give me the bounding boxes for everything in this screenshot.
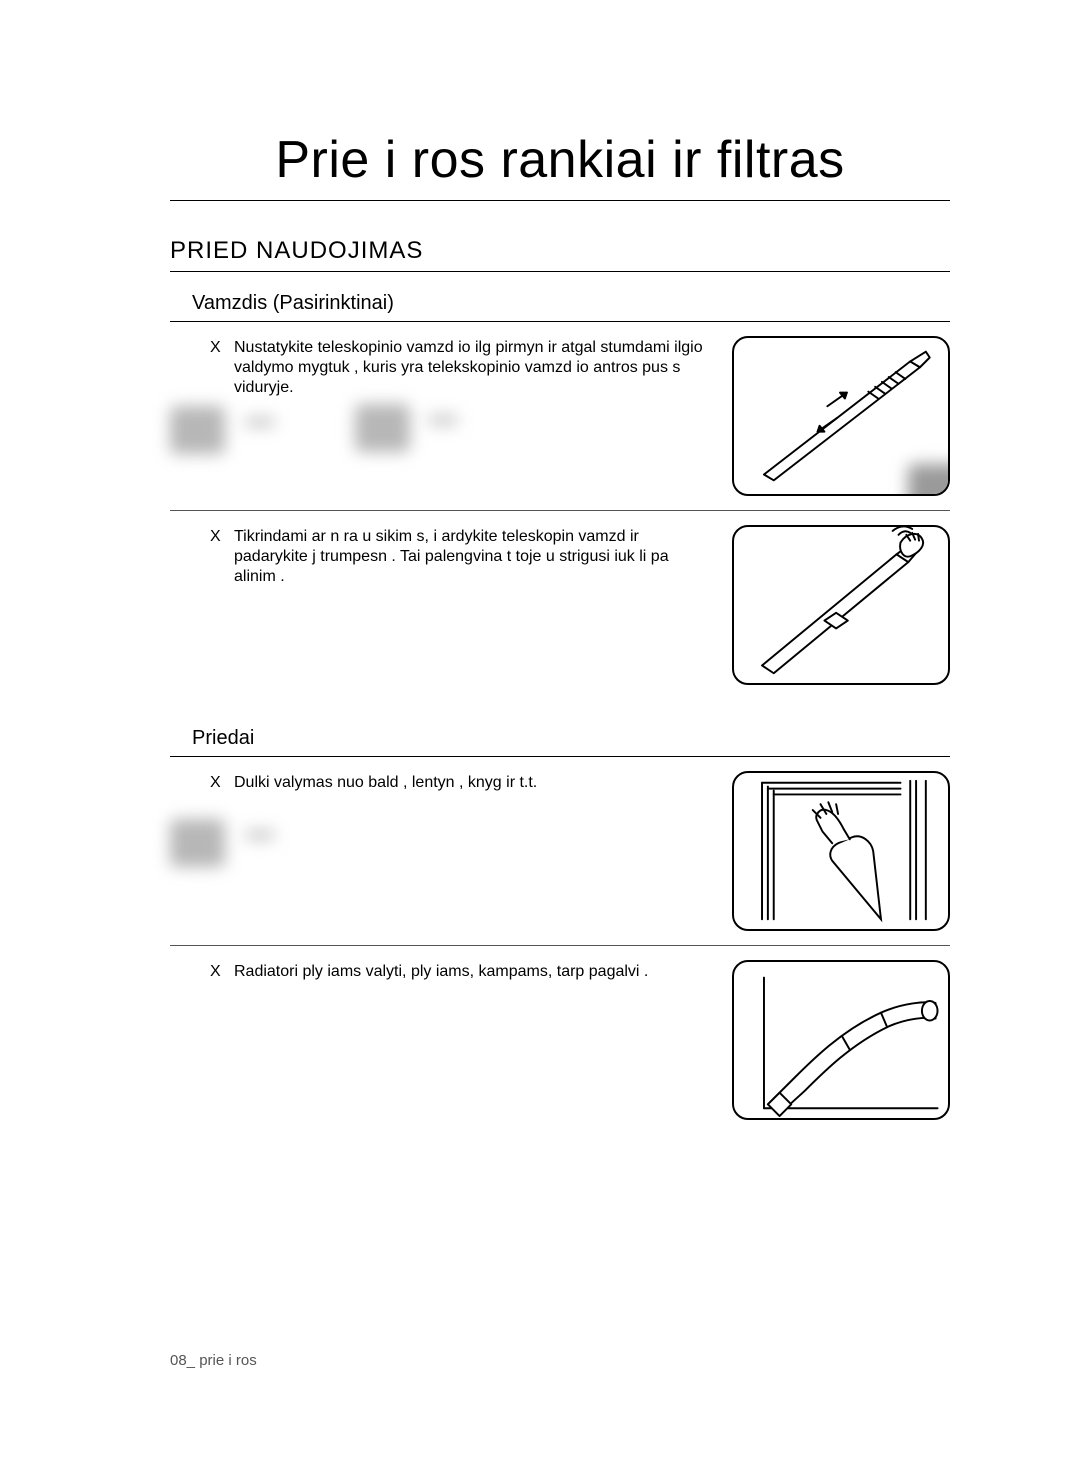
- diagram-3: [732, 771, 950, 931]
- bullet-mark: X: [210, 338, 224, 398]
- section1-row2: X Tikrindami ar n ra u sikim s, i ardyki…: [170, 525, 950, 699]
- section2-row1: X Dulki valymas nuo bald , lentyn , knyg…: [170, 771, 950, 946]
- dusting-brush-icon: [732, 771, 950, 931]
- bullet-mark: X: [210, 527, 224, 587]
- page: Prie i ros rankiai ir filtras PRIED NAUD…: [0, 0, 1080, 1479]
- section1-row2-text: X Tikrindami ar n ra u sikim s, i ardyki…: [210, 525, 714, 587]
- redaction-box: [170, 406, 225, 454]
- section2-row1-text: X Dulki valymas nuo bald , lentyn , knyg…: [210, 771, 714, 793]
- telescopic-pipe-adjust-icon: [732, 336, 950, 496]
- bullet-mark: X: [210, 773, 224, 793]
- page-title: Prie i ros rankiai ir filtras: [170, 130, 950, 201]
- page-subtitle: PRIED NAUDOJIMAS: [170, 237, 950, 272]
- diagram-4: [732, 960, 950, 1120]
- redaction-box: [245, 418, 275, 426]
- section1-row1-text: X Nustatykite teleskopinio vamzd io ilg …: [210, 336, 714, 398]
- redaction-box: [170, 819, 225, 867]
- section1-item2-body: Tikrindami ar n ra u sikim s, i ardykite…: [234, 527, 714, 587]
- section2-label: Priedai: [170, 727, 950, 757]
- section2-row2: X Radiatori ply iams valyti, ply iams, k…: [170, 960, 950, 1134]
- crevice-tool-icon: [732, 960, 950, 1120]
- bullet-mark: X: [210, 962, 224, 982]
- section1-item1-body: Nustatykite teleskopinio vamzd io ilg pi…: [234, 338, 714, 398]
- redaction-box: [908, 464, 950, 496]
- section1-label: Vamzdis (Pasirinktinai): [170, 292, 950, 322]
- section1-row1: X Nustatykite teleskopinio vamzd io ilg …: [170, 336, 950, 511]
- section2-row2-text: X Radiatori ply iams valyti, ply iams, k…: [210, 960, 714, 982]
- section2-item2-body: Radiatori ply iams valyti, ply iams, kam…: [234, 962, 648, 982]
- redaction-box: [428, 416, 458, 424]
- page-footer: 08_ prie i ros: [170, 1352, 257, 1369]
- redaction-box: [355, 404, 410, 452]
- telescopic-pipe-short-icon: [732, 525, 950, 685]
- redaction-box: [245, 831, 275, 839]
- section2-item1-body: Dulki valymas nuo bald , lentyn , knyg i…: [234, 773, 537, 793]
- diagram-1: [732, 336, 950, 496]
- diagram-2: [732, 525, 950, 685]
